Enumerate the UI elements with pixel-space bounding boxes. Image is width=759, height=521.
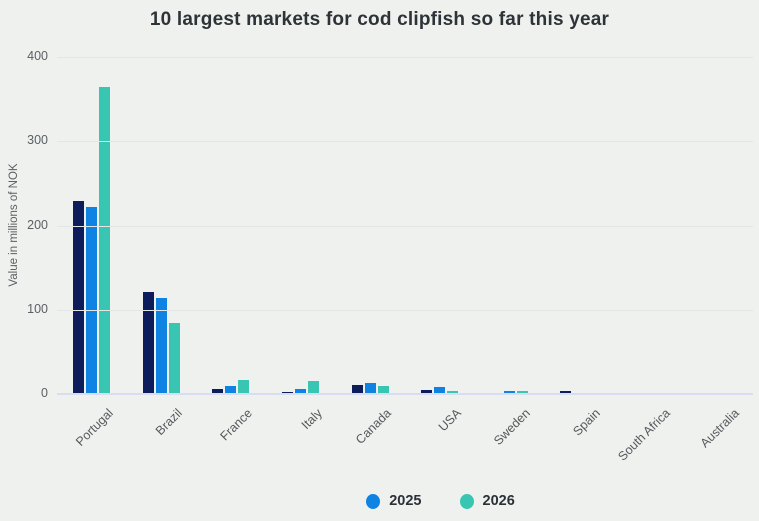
x-label-usa: USA — [435, 406, 464, 435]
x-label-italy: Italy — [298, 406, 325, 433]
y-tick-label-400: 400 — [27, 49, 48, 63]
bar-2025-canada[interactable] — [364, 383, 376, 394]
bar-group-france — [196, 57, 266, 394]
x-axis-labels: Portugal Brazil France Italy Canada USA Sweden… — [57, 400, 753, 470]
chart-title: 10 largest markets for cod clipfish so f… — [149, 9, 610, 30]
gridline-200 — [57, 225, 753, 227]
legend-dot-2026 — [459, 493, 474, 509]
bar-2025-sweden[interactable] — [503, 391, 515, 394]
x-label-australia: Australia — [697, 406, 743, 451]
bar-2026-brazil[interactable] — [168, 323, 180, 394]
bar-group-usa — [405, 57, 475, 394]
bar-series-usa[interactable] — [421, 389, 433, 394]
y-tick-label-300: 300 — [27, 133, 48, 148]
bar-2026-italy[interactable] — [308, 381, 320, 394]
bar-series-france[interactable] — [212, 388, 224, 394]
bar-2025-usa[interactable] — [434, 387, 446, 394]
bar-series-canada[interactable] — [351, 384, 363, 394]
bar-series-spain[interactable] — [560, 391, 572, 394]
x-label-france: France — [217, 406, 255, 444]
legend-label-2025: 2025 — [389, 493, 422, 509]
x-label-portugal: Portugal — [72, 406, 116, 449]
plot-area — [57, 57, 753, 395]
x-label-south-africa: South Africa — [614, 406, 673, 464]
bar-group-canada — [335, 57, 405, 394]
legend-item-2025[interactable]: 2025 — [366, 493, 422, 509]
gridline-100 — [57, 309, 753, 311]
bar-2025-france[interactable] — [225, 386, 237, 394]
bar-groups — [57, 57, 753, 394]
gridline-300 — [57, 141, 753, 143]
bar-2026-sweden[interactable] — [516, 390, 528, 394]
x-axis-baseline — [57, 393, 753, 395]
bar-2026-france[interactable] — [238, 379, 250, 394]
y-tick-label-200: 200 — [27, 217, 48, 232]
bar-2026-canada[interactable] — [377, 386, 389, 394]
bar-group-brazil — [127, 57, 197, 394]
bar-group-portugal — [57, 57, 127, 394]
legend-item-2026[interactable]: 2026 — [459, 493, 515, 509]
x-label-canada: Canada — [353, 406, 395, 447]
legend-label-2026: 2026 — [482, 493, 515, 509]
bar-2026-portugal[interactable] — [99, 87, 111, 394]
x-label-spain: Spain — [570, 406, 603, 439]
bar-2025-brazil[interactable] — [155, 297, 167, 394]
bar-2025-portugal[interactable] — [86, 206, 98, 394]
y-tick-label-0: 0 — [41, 386, 48, 400]
bar-series-portugal[interactable] — [73, 201, 85, 394]
bar-2026-usa[interactable] — [447, 391, 459, 394]
gridline-400 — [57, 57, 753, 58]
x-label-brazil: Brazil — [153, 406, 186, 439]
legend: 2025 2026 — [0, 493, 759, 509]
bar-series-brazil[interactable] — [142, 292, 154, 394]
x-label-sweden: Sweden — [491, 406, 534, 448]
legend-dot-2025 — [366, 493, 381, 509]
bar-2025-italy[interactable] — [295, 388, 307, 394]
y-tick-label-100: 100 — [27, 301, 48, 316]
